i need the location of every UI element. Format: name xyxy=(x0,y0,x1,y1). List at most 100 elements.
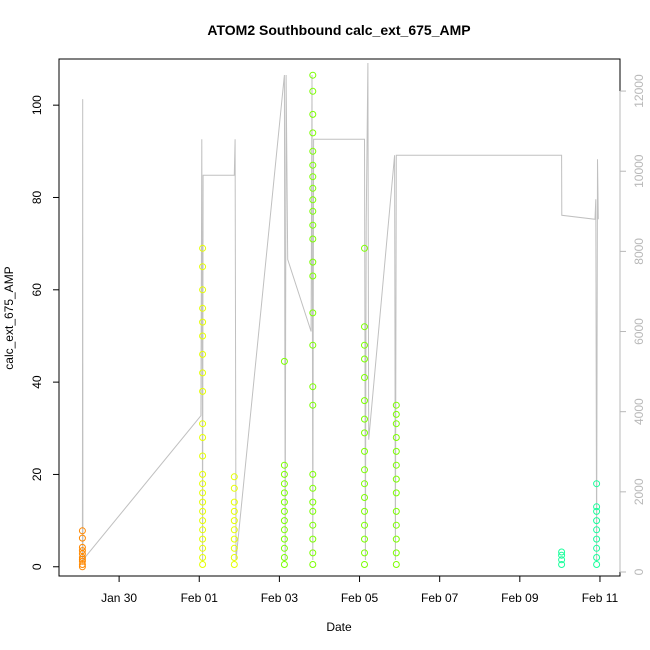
secondary-series-layer xyxy=(81,62,599,562)
data-point xyxy=(199,535,207,543)
data-point xyxy=(280,489,288,497)
data-point xyxy=(280,507,288,515)
y2-tick-label: 0 xyxy=(632,568,646,575)
data-point xyxy=(361,397,368,405)
data-point xyxy=(78,527,86,535)
y-axis-label: calc_ext_675_AMP xyxy=(2,266,16,369)
data-point xyxy=(558,551,566,559)
data-point xyxy=(392,549,400,557)
data-point xyxy=(230,526,238,534)
data-point xyxy=(309,272,317,280)
data-point xyxy=(392,489,400,497)
data-point xyxy=(199,318,207,326)
data-point xyxy=(199,244,207,252)
data-point xyxy=(280,461,288,469)
data-point xyxy=(309,161,317,169)
data-point xyxy=(199,286,207,294)
data-point xyxy=(309,196,317,204)
data-point xyxy=(392,461,400,469)
data-point xyxy=(230,535,238,543)
y-axis-right: 0 2000 4000 6000 8000 10000 12000 xyxy=(619,74,646,575)
data-point xyxy=(199,554,207,561)
data-point xyxy=(593,480,601,488)
y2-tick-label: 4000 xyxy=(632,398,646,425)
data-point xyxy=(593,544,601,552)
data-point xyxy=(78,554,86,561)
data-point xyxy=(558,548,566,556)
data-point xyxy=(230,473,238,481)
data-point xyxy=(361,480,368,488)
data-point xyxy=(199,452,207,460)
data-point xyxy=(78,547,86,555)
y2-tick-label: 2000 xyxy=(632,478,646,505)
data-point xyxy=(392,447,400,455)
data-point xyxy=(230,544,238,552)
data-point xyxy=(309,110,317,118)
data-point xyxy=(309,221,317,229)
data-point xyxy=(361,549,368,557)
data-point xyxy=(78,534,86,542)
data-point xyxy=(78,563,86,571)
data-point xyxy=(199,369,207,377)
data-point xyxy=(280,526,288,534)
x-tick-label: Feb 01 xyxy=(181,591,219,605)
depth-line xyxy=(81,62,599,562)
data-point xyxy=(280,535,288,543)
data-point xyxy=(199,498,207,506)
scatter-points-layer xyxy=(78,71,601,571)
data-point xyxy=(361,466,368,474)
data-point xyxy=(593,554,601,561)
data-point xyxy=(78,555,86,563)
data-point xyxy=(230,517,238,525)
data-point xyxy=(361,447,368,455)
data-point xyxy=(309,258,317,266)
y-tick-label: 0 xyxy=(30,563,44,570)
plot-frame xyxy=(58,58,621,577)
data-point xyxy=(199,304,207,312)
y2-tick-label: 12000 xyxy=(632,74,646,108)
data-point xyxy=(309,401,317,409)
data-point xyxy=(593,517,601,525)
data-point xyxy=(309,498,317,506)
data-point xyxy=(309,173,317,181)
data-point xyxy=(280,517,288,525)
x-tick-label: Feb 05 xyxy=(341,591,379,605)
y-tick-label: 20 xyxy=(30,467,44,481)
data-point xyxy=(309,521,317,529)
data-point xyxy=(199,507,207,515)
y-axis-left: 0 20 40 60 80 100 xyxy=(30,95,60,570)
data-point xyxy=(392,401,400,409)
data-point xyxy=(309,561,317,568)
data-point xyxy=(361,244,368,252)
data-point xyxy=(361,494,368,501)
y2-tick-label: 8000 xyxy=(632,238,646,265)
data-point xyxy=(309,309,317,317)
data-point xyxy=(392,521,400,529)
data-point xyxy=(361,323,368,331)
data-point xyxy=(361,521,368,529)
data-point xyxy=(361,429,368,437)
data-point xyxy=(280,554,288,561)
data-point xyxy=(392,535,400,543)
data-point xyxy=(361,535,368,543)
data-point xyxy=(309,87,317,95)
data-point xyxy=(593,526,601,534)
data-point xyxy=(309,549,317,557)
data-point xyxy=(199,489,207,497)
data-point xyxy=(593,507,601,515)
data-point xyxy=(361,507,368,515)
data-point xyxy=(361,355,368,363)
data-point xyxy=(392,475,400,483)
data-point xyxy=(309,535,317,543)
data-point xyxy=(309,184,317,192)
data-point xyxy=(199,561,207,568)
data-point xyxy=(230,484,238,492)
data-point xyxy=(392,434,400,441)
data-point xyxy=(280,470,288,478)
data-point xyxy=(309,341,317,349)
y2-tick-label: 6000 xyxy=(632,318,646,345)
data-point xyxy=(392,507,400,515)
y2-tick-label: 10000 xyxy=(632,154,646,188)
data-point xyxy=(309,207,317,215)
